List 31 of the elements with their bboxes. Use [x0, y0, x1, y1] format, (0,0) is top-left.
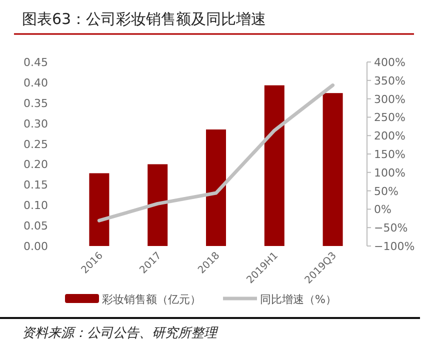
y2-tick-label: −100% [374, 240, 415, 253]
legend-label: 彩妆销售额（亿元） [102, 293, 201, 306]
y2-tick-label: 200% [374, 130, 406, 143]
y-tick-label: 0.25 [24, 138, 48, 151]
y-tick-label: 0.00 [24, 240, 48, 253]
y2-tick-label: 250% [374, 111, 406, 124]
y2-tick-label: 150% [374, 148, 406, 161]
bar [264, 85, 284, 246]
y2-tick-label: 100% [374, 166, 406, 180]
y-tick-label: 0.15 [24, 178, 48, 192]
legend-label: 同比增速（%） [260, 293, 336, 306]
bar [148, 164, 168, 246]
line-series [97, 83, 335, 222]
bar [89, 173, 110, 246]
y-tick-label: 0.05 [24, 220, 48, 233]
y-tick-label: 0.10 [24, 199, 48, 212]
chart-title: 图表63：公司彩妆销售额及同比增速 [22, 10, 266, 28]
y2-tick-label: 350% [374, 74, 406, 88]
y2-tick-label: 0% [374, 203, 392, 216]
y-tick-label: 0.20 [24, 158, 48, 172]
bar [322, 93, 343, 246]
y-tick-label: 0.40 [24, 76, 48, 90]
bar [206, 129, 226, 246]
y-tick-label: 0.45 [24, 56, 48, 69]
y-tick-label: 0.30 [24, 117, 48, 130]
text: 资料来源：公司公告、研究所整理 [22, 326, 219, 341]
y2-tick-label: 50% [374, 184, 398, 198]
y2-tick-label: 400% [374, 56, 406, 69]
y-tick-label: 0.35 [24, 96, 48, 110]
y2-tick-label: −50% [374, 222, 408, 235]
y2-tick-label: 300% [374, 92, 406, 106]
